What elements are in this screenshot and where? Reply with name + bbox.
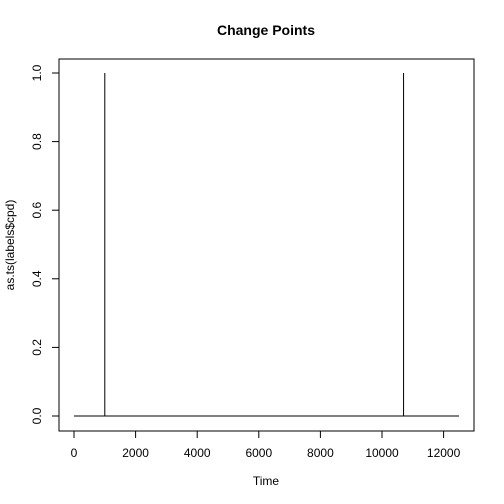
x-tick-label: 8000 [307,446,334,460]
x-tick-label: 0 [71,446,78,460]
y-tick-label: 0.2 [30,339,44,356]
series-layer [74,73,459,417]
y-tick-label: 0.4 [30,270,44,287]
x-tick-label: 10000 [365,446,399,460]
y-axis: 0.0 0.2 0.4 0.6 0.8 1.0 [30,64,60,424]
x-tick-label: 12000 [427,446,461,460]
y-tick-label: 0.6 [30,202,44,219]
series-line [74,73,459,417]
chart-title: Change Points [217,22,315,38]
y-tick-label: 0.8 [30,133,44,150]
y-axis-label: as.ts(labels$cpd) [3,200,17,291]
x-axis: 0 2000 4000 6000 8000 10000 12000 [71,430,461,460]
x-tick-label: 4000 [184,446,211,460]
plot-frame [58,58,475,432]
x-axis-label: Time [253,474,280,488]
y-tick-label: 0.0 [30,407,44,424]
y-tick-label: 1.0 [30,64,44,81]
x-tick-label: 6000 [245,446,272,460]
x-tick-label: 2000 [122,446,149,460]
